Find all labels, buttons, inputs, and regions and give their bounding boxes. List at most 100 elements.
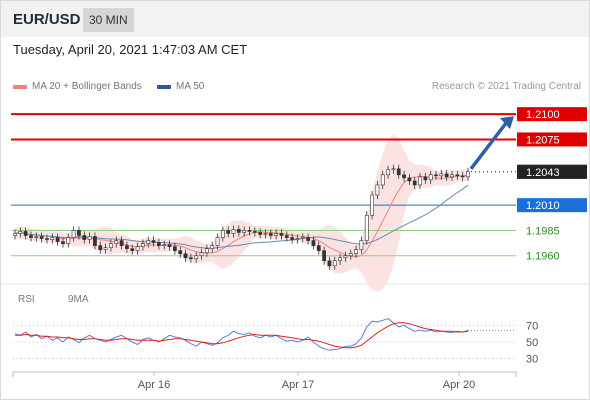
candle-body <box>194 255 199 260</box>
candle <box>98 241 103 254</box>
level-label-1.1985: 1.1985 <box>526 225 560 237</box>
candle-body <box>306 237 310 241</box>
legend-rsi: RSI <box>13 294 35 305</box>
candle <box>327 256 332 270</box>
candle-body <box>66 237 71 244</box>
candle <box>13 229 17 240</box>
candle-body <box>428 174 433 181</box>
candle <box>151 236 156 247</box>
legend-ma50: MA 50 <box>157 81 204 92</box>
candle-body <box>226 230 231 234</box>
candle-body <box>386 169 390 176</box>
candle-body <box>178 250 183 255</box>
candle-body <box>279 233 284 236</box>
candle <box>338 253 342 265</box>
candle <box>300 233 305 243</box>
candle <box>434 170 438 180</box>
candle <box>391 164 396 174</box>
candle-body <box>327 260 332 267</box>
candle <box>141 239 145 251</box>
candle-body <box>354 249 358 254</box>
candle-body <box>418 176 422 186</box>
candle <box>157 238 161 250</box>
candle <box>396 164 401 179</box>
rsi-level-label-50: 50 <box>526 337 538 349</box>
candle-body <box>109 243 113 248</box>
level-text: 1.2075 <box>526 134 560 146</box>
candle <box>247 226 252 236</box>
level-label-1.2010: 1.2010 <box>517 198 587 213</box>
candle-body <box>61 241 65 244</box>
candle <box>466 167 470 181</box>
candle <box>93 232 97 250</box>
candle <box>332 256 337 270</box>
candle <box>268 229 273 240</box>
candle <box>423 172 428 184</box>
candle-body <box>135 246 140 251</box>
copyright-text: Research © 2021 Trading Central <box>431 81 581 92</box>
candle <box>322 246 326 265</box>
candle-body <box>130 248 135 251</box>
candle-body <box>402 174 406 179</box>
legend-9ma: 9MA <box>63 294 89 305</box>
forecast-arrow-shaft <box>469 122 508 170</box>
ma50-swatch <box>157 84 171 89</box>
candle <box>162 240 167 250</box>
candle <box>375 180 380 200</box>
candle-body <box>343 255 348 259</box>
candle <box>258 228 263 239</box>
candle <box>23 227 28 240</box>
level-text: 1.1985 <box>526 225 560 237</box>
candle <box>274 229 279 240</box>
candle <box>263 229 268 239</box>
candle-body <box>23 231 28 236</box>
candle-body <box>103 247 108 250</box>
candle-body <box>50 237 55 240</box>
candle-body <box>268 233 273 236</box>
timeframe-badge[interactable]: 30 MIN <box>83 8 134 32</box>
candle-body <box>87 236 92 240</box>
level-label-1.2100: 1.2100 <box>517 107 587 122</box>
candle-body <box>412 180 417 186</box>
level-box <box>517 132 587 147</box>
candle <box>460 171 465 181</box>
candle <box>178 246 183 258</box>
candle-body <box>173 246 177 251</box>
level-box <box>517 198 587 213</box>
candle-body <box>210 245 215 249</box>
candle <box>183 249 188 262</box>
candle-body <box>141 243 145 247</box>
candle <box>77 226 81 240</box>
candle-body <box>348 253 353 257</box>
candle <box>444 169 449 181</box>
candle-body <box>311 240 316 246</box>
candle-body <box>18 231 23 234</box>
candle-body <box>188 257 193 260</box>
candle <box>311 236 316 250</box>
candle-body <box>380 174 385 186</box>
candle <box>18 227 23 238</box>
candle-body <box>45 238 49 240</box>
candle-body <box>434 174 438 177</box>
candle-body <box>338 257 342 262</box>
candle <box>226 226 231 238</box>
candle <box>199 248 204 260</box>
candle <box>114 236 119 248</box>
candle-body <box>455 174 460 177</box>
candle <box>188 253 193 263</box>
candle <box>306 233 310 245</box>
candle <box>279 229 284 240</box>
candle <box>194 251 199 263</box>
candle <box>380 170 385 189</box>
candle <box>220 226 225 242</box>
candle <box>29 231 33 242</box>
candle <box>450 170 454 181</box>
candle <box>103 243 108 254</box>
candle-body <box>460 175 465 178</box>
rsi-level-label-70: 70 <box>526 320 538 332</box>
candle-body <box>444 173 449 178</box>
candle-body <box>167 244 172 247</box>
candle <box>386 165 390 179</box>
candle-body <box>370 194 374 216</box>
candle-body <box>183 253 188 259</box>
